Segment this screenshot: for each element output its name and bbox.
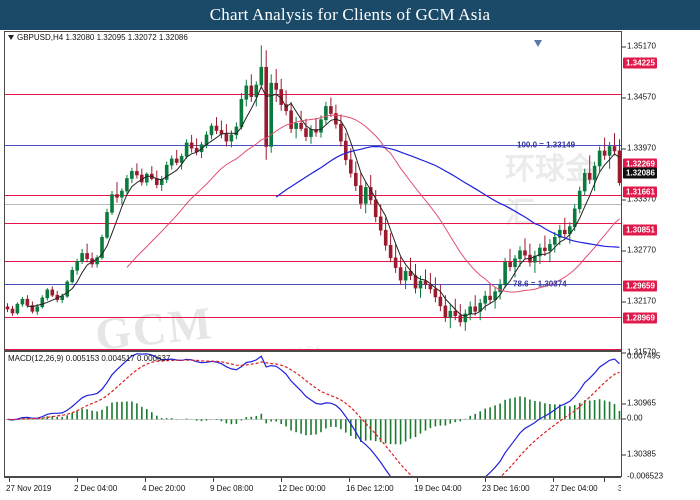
- level-line-1-28969: [5, 349, 621, 350]
- price-tag: 1.31661: [623, 186, 657, 198]
- macd-series: [5, 353, 621, 476]
- time-axis[interactable]: 27 Nov 2019 2 Dec 04:00 4 Dec 20:00 9 De…: [4, 477, 621, 499]
- time-label: 4 Dec 20:00: [142, 484, 186, 493]
- axis-tick: 1.35170: [622, 42, 656, 51]
- window-title-bar: Chart Analysis for Clients of GCM Asia: [0, 0, 700, 30]
- chevron-down-icon[interactable]: [8, 35, 14, 40]
- macd-axis-tick: 0.00: [622, 414, 643, 423]
- time-label: 16 Dec 12:00: [346, 484, 394, 493]
- macd-axis-tick: -0.006523: [627, 471, 664, 481]
- price-tag: 1.28969: [623, 312, 657, 324]
- time-label: 9 Dec 08:00: [210, 484, 254, 493]
- macd-axis-tick: 0.007495: [627, 351, 661, 361]
- candlestick-series: [5, 45, 621, 331]
- level-line-1-31661: [5, 223, 621, 224]
- level-line-1-29659: [5, 317, 621, 318]
- fib-label-78-6: 78.6 = 1.30374: [513, 279, 567, 289]
- time-label: 27 Nov 2019: [6, 484, 52, 493]
- axis-tick: 1.30385: [622, 450, 656, 459]
- level-line-1-32269: [5, 195, 621, 196]
- time-label: 2 Dec 04:00: [74, 484, 118, 493]
- time-label: 23 Dec 16:00: [482, 484, 530, 493]
- axis-tick: 1.32170: [622, 297, 656, 306]
- time-label: 19 Dec 04:00: [414, 484, 462, 493]
- price-chart-pane[interactable]: GCM GLOBAL CAPITAL MARKETS 环球金汇 100.0 = …: [4, 31, 621, 351]
- price-tag: 1.34225: [623, 57, 657, 69]
- last-price-tag: 1.32086: [623, 167, 657, 179]
- chart-marker-icon: [534, 40, 542, 47]
- level-line-1-30851: [5, 261, 621, 262]
- time-label: 27 Dec 04:00: [550, 484, 598, 493]
- axis-tick: 1.32770: [622, 246, 656, 255]
- axis-tick: 1.34570: [622, 93, 656, 102]
- page-title: Chart Analysis for Clients of GCM Asia: [209, 5, 491, 24]
- axis-tick: 1.31570: [622, 348, 656, 357]
- last-price-line: [5, 204, 621, 205]
- price-plot-svg: [534, 40, 542, 47]
- price-tag: 1.30851: [623, 224, 657, 236]
- symbol-info-text: GBPUSD,H4 1.32080 1.32095 1.32072 1.3208…: [17, 33, 188, 42]
- symbol-info-bar[interactable]: GBPUSD,H4 1.32080 1.32095 1.32072 1.3208…: [8, 33, 188, 42]
- fib-line-78-6: [5, 284, 621, 285]
- fib-label-100: 100.0 = 1.33149: [517, 140, 576, 150]
- price-tag: 1.29659: [623, 280, 657, 292]
- price-axis[interactable]: 1.35170 1.34570 1.33970 1.33370 1.32770 …: [621, 31, 696, 481]
- axis-tick: 1.33970: [622, 144, 656, 153]
- macd-info-bar: MACD(12,26,9) 0.005153 0.004517 0.000637: [8, 354, 171, 363]
- time-label: 31 Dec 16:00: [618, 484, 621, 493]
- price-tag: 1.32269: [623, 158, 657, 170]
- time-label: 12 Dec 00:00: [278, 484, 326, 493]
- axis-tick: 1.33370: [622, 195, 656, 204]
- fib-line-100: [5, 145, 621, 146]
- level-line-1-34225: [5, 94, 621, 95]
- macd-chart-pane[interactable]: GLOBAL CAPITAL: [4, 351, 621, 477]
- axis-tick: 1.30965: [622, 399, 656, 408]
